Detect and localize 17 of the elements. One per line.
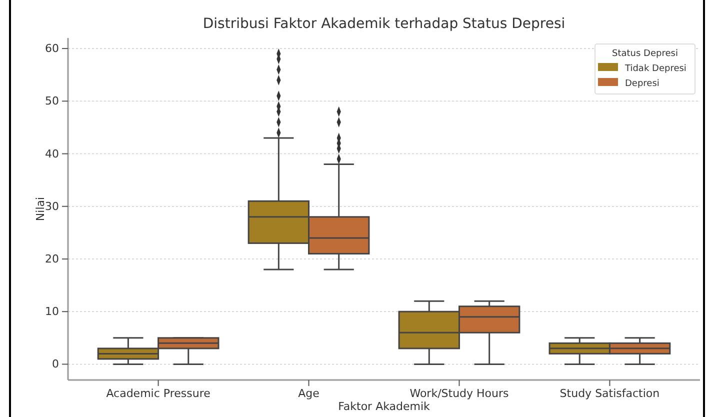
x-tick-label: Academic Pressure [106,386,211,400]
y-tick-label: 50 [45,94,59,108]
chart-title: Distribusi Faktor Akademik terhadap Status Depresi [202,16,566,32]
y-axis-title: Nilai [34,196,47,222]
legend-label: Depresi [625,79,660,89]
y-tick-label: 20 [45,252,59,266]
legend-label: Tidak Depresi [624,64,686,74]
x-tick-label: Study Satisfaction [560,386,660,400]
legend-title: Status Depresi [612,49,678,59]
y-tick-label: 30 [45,200,59,213]
y-tick-label: 10 [45,305,59,318]
y-tick-label: 60 [45,42,59,56]
y-tick-label: 40 [45,147,59,160]
y-tick-label: 0 [52,358,59,371]
x-tick-label: Work/Study Hours [410,386,510,400]
x-axis-title: Faktor Akademik [338,400,431,413]
x-tick-label: Age [298,386,320,400]
